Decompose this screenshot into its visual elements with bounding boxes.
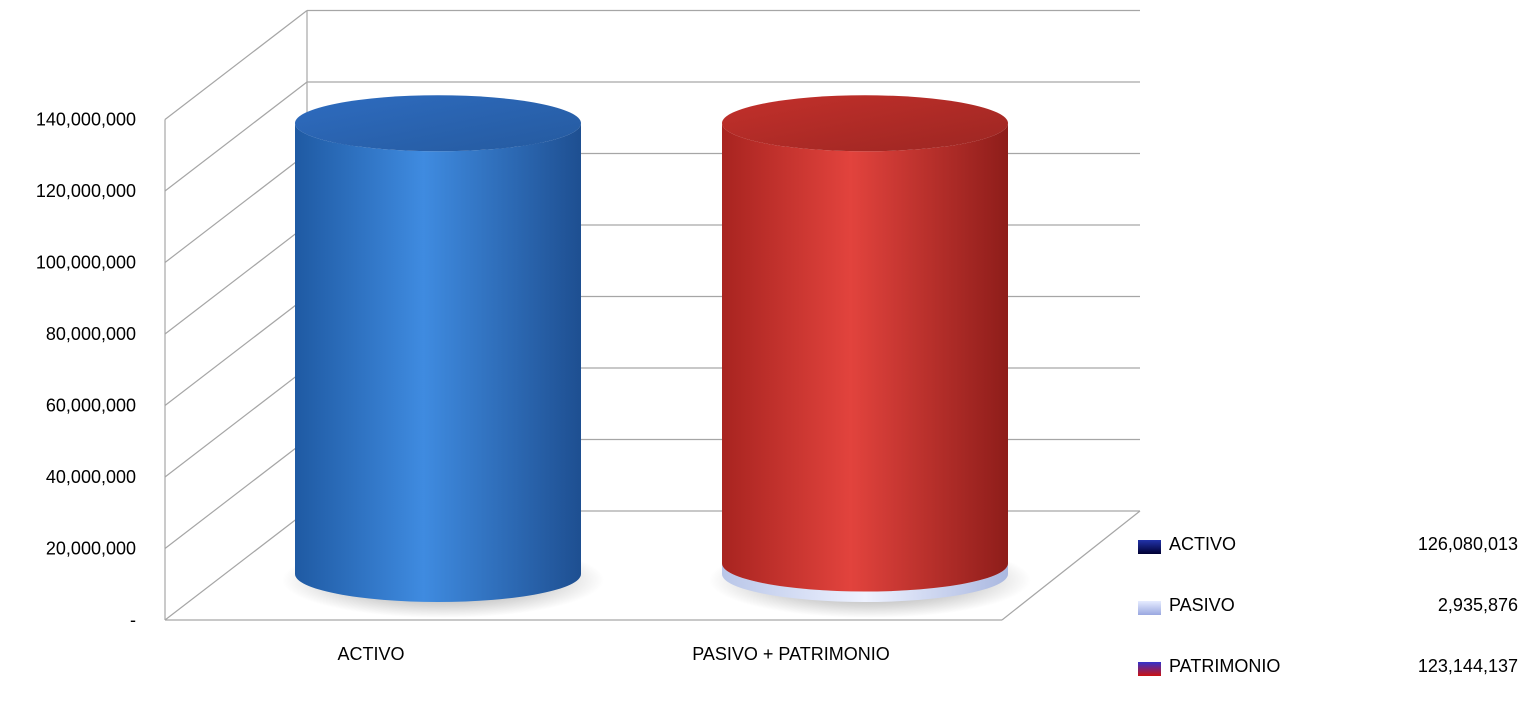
legend-value: 126,080,013 (1417, 534, 1518, 554)
grid-side-line (164, 296, 308, 406)
y-tick-label: 60,000,000 (46, 396, 136, 416)
y-tick-label: 20,000,000 (46, 539, 136, 559)
grid-side-line (164, 153, 308, 263)
x-axis: ACTIVO PASIVO + PATRIMONIO (337, 644, 889, 664)
bar-patrimonio-1 (722, 95, 1008, 592)
y-tick-label: - (130, 610, 136, 630)
legend-item: PASIVO 2,935,876 (1138, 591, 1518, 652)
bars (282, 95, 1031, 618)
bar-activo-0 (295, 95, 581, 602)
x-tick-label: ACTIVO (337, 644, 404, 664)
x-tick-label: PASIVO + PATRIMONIO (692, 644, 890, 664)
grid-side-line (164, 10, 308, 120)
y-tick-label: 80,000,000 (46, 324, 136, 344)
legend-swatch (1138, 662, 1161, 676)
legend-item: ACTIVO 126,080,013 (1138, 530, 1518, 591)
grid-side-line (164, 81, 308, 192)
legend-label: ACTIVO (1169, 534, 1237, 554)
legend-label: PASIVO (1169, 595, 1235, 615)
legend-value: 123,144,137 (1417, 656, 1518, 676)
grid-side-line (164, 367, 308, 478)
legend-label: PATRIMONIO (1169, 656, 1281, 676)
grid-side-line (164, 510, 308, 621)
legend-value: 2,935,876 (1437, 595, 1518, 615)
legend-swatch (1138, 601, 1161, 615)
legend-swatch (1138, 540, 1161, 554)
legend: ACTIVO 126,080,013 PASIVO 2,935,876 PATRIMON… (1138, 530, 1518, 713)
y-tick-label: 40,000,000 (46, 467, 136, 487)
y-tick-label: 140,000,000 (36, 110, 136, 130)
y-axis: - 20,000,000 40,000,000 60,000,000 80,000,00… (36, 110, 136, 631)
floor-right-edge (1001, 510, 1141, 621)
y-tick-label: 120,000,000 (36, 181, 136, 201)
legend-item: PATRIMONIO 123,144,137 (1138, 652, 1518, 713)
grid-side-line (164, 224, 308, 335)
y-tick-label: 100,000,000 (36, 253, 136, 273)
chart: - 20,000,000 40,000,000 60,000,000 80,000,00… (36, 9, 1141, 664)
grid-side-line (164, 439, 308, 549)
